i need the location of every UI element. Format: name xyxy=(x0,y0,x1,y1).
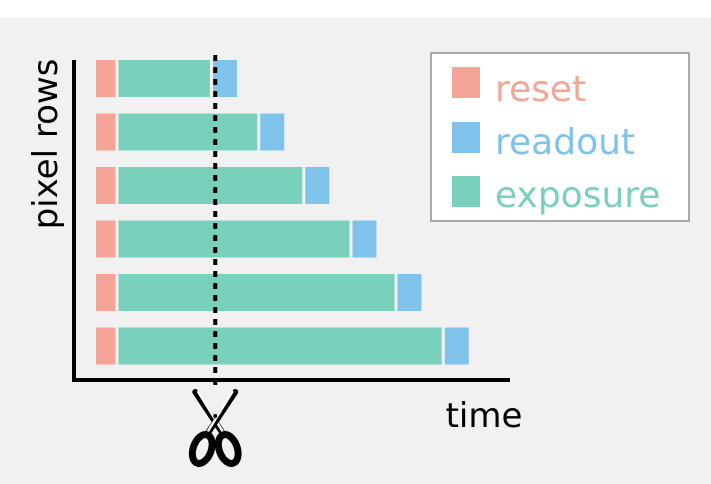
scissors-icon xyxy=(188,389,242,467)
pixel-row xyxy=(96,220,377,258)
readout-segment xyxy=(397,274,422,311)
legend-swatch-readout xyxy=(452,122,480,153)
reset-segment xyxy=(96,60,116,97)
y-axis-label: pixel rows xyxy=(26,59,66,230)
legend-label-readout: readout xyxy=(495,122,635,163)
readout-segment xyxy=(305,167,330,204)
reset-segment xyxy=(96,327,116,365)
exposure-segment xyxy=(118,60,210,97)
legend-swatch-reset xyxy=(452,67,480,98)
exposure-segment xyxy=(118,274,395,311)
legend-label-reset: reset xyxy=(495,69,586,110)
pixel-row xyxy=(96,60,237,97)
pixel-row xyxy=(96,327,469,365)
readout-segment xyxy=(352,220,377,258)
timeline-bars xyxy=(96,60,469,365)
exposure-segment xyxy=(118,113,258,151)
exposure-segment xyxy=(118,220,350,258)
pixel-row xyxy=(96,113,285,151)
readout-segment xyxy=(260,113,285,151)
pixel-row xyxy=(96,167,330,204)
exposure-segment xyxy=(118,327,442,365)
exposure-segment xyxy=(118,167,303,204)
x-axis-label: time xyxy=(446,396,523,436)
pixel-row xyxy=(96,274,422,311)
readout-segment xyxy=(444,327,469,365)
reset-segment xyxy=(96,220,116,258)
readout-segment xyxy=(213,60,237,97)
legend: reset readout exposure xyxy=(430,52,690,222)
reset-segment xyxy=(96,274,116,311)
legend-swatch-exposure xyxy=(452,176,480,207)
legend-label-exposure: exposure xyxy=(495,175,660,216)
reset-segment xyxy=(96,113,116,151)
reset-segment xyxy=(96,167,116,204)
